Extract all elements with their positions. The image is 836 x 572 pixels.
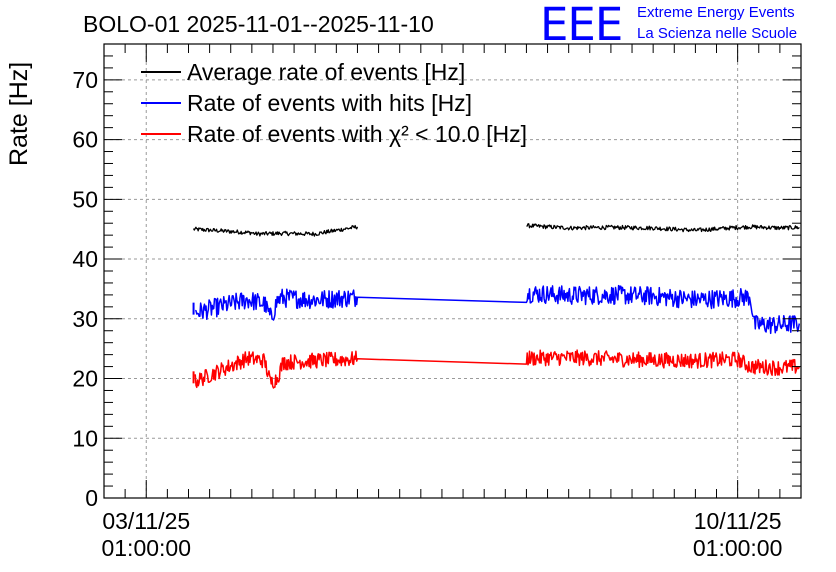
series-2-line-1 [194, 349, 801, 389]
eee-logo-line1: Extreme Energy Events [637, 4, 795, 21]
y-tick-label-20: 20 [72, 366, 98, 392]
x-tick-label-date-1: 10/11/25 [694, 508, 782, 534]
x-tick-label-time-1: 01:00:00 [693, 535, 783, 561]
y-tick-label-60: 60 [72, 127, 98, 153]
y-tick-label-30: 30 [72, 306, 98, 332]
eee-logo-mark: EEE [540, 0, 622, 51]
y-tick-label-10: 10 [72, 425, 98, 451]
series-0-line-0 [192, 224, 359, 237]
y-tick-label-70: 70 [72, 67, 98, 93]
legend-label-average: Average rate of events [Hz] [187, 59, 465, 85]
eee-logo: EEE Extreme Energy Events La Scienza nel… [540, 0, 797, 51]
x-tick-label-time-0: 01:00:00 [101, 535, 191, 561]
series-0 [192, 223, 800, 237]
series-1 [192, 284, 801, 335]
series-1-line-1 [194, 284, 801, 335]
legend-label-hits: Rate of events with hits [Hz] [187, 90, 472, 116]
series-layer [192, 223, 801, 389]
axis-ticks [103, 43, 802, 499]
legend: Average rate of events [Hz] Rate of even… [141, 59, 527, 147]
y-tick-label-40: 40 [72, 246, 98, 272]
series-0-line-1 [526, 223, 800, 233]
x-tick-label-date-0: 03/11/25 [102, 508, 190, 534]
legend-label-chi2: Rate of events with χ² < 10.0 [Hz] [187, 121, 527, 147]
eee-logo-line2: La Scienza nelle Scuole [637, 25, 797, 42]
y-axis-label: Rate [Hz] [5, 62, 33, 166]
y-tick-labels: 0 10 20 30 40 50 60 70 [72, 67, 98, 511]
chart-title: BOLO-01 2025-11-01--2025-11-10 [83, 11, 434, 37]
y-tick-label-0: 0 [85, 485, 98, 511]
y-tick-label-50: 50 [72, 186, 98, 212]
series-2 [192, 349, 801, 389]
grid-lines [104, 44, 801, 498]
